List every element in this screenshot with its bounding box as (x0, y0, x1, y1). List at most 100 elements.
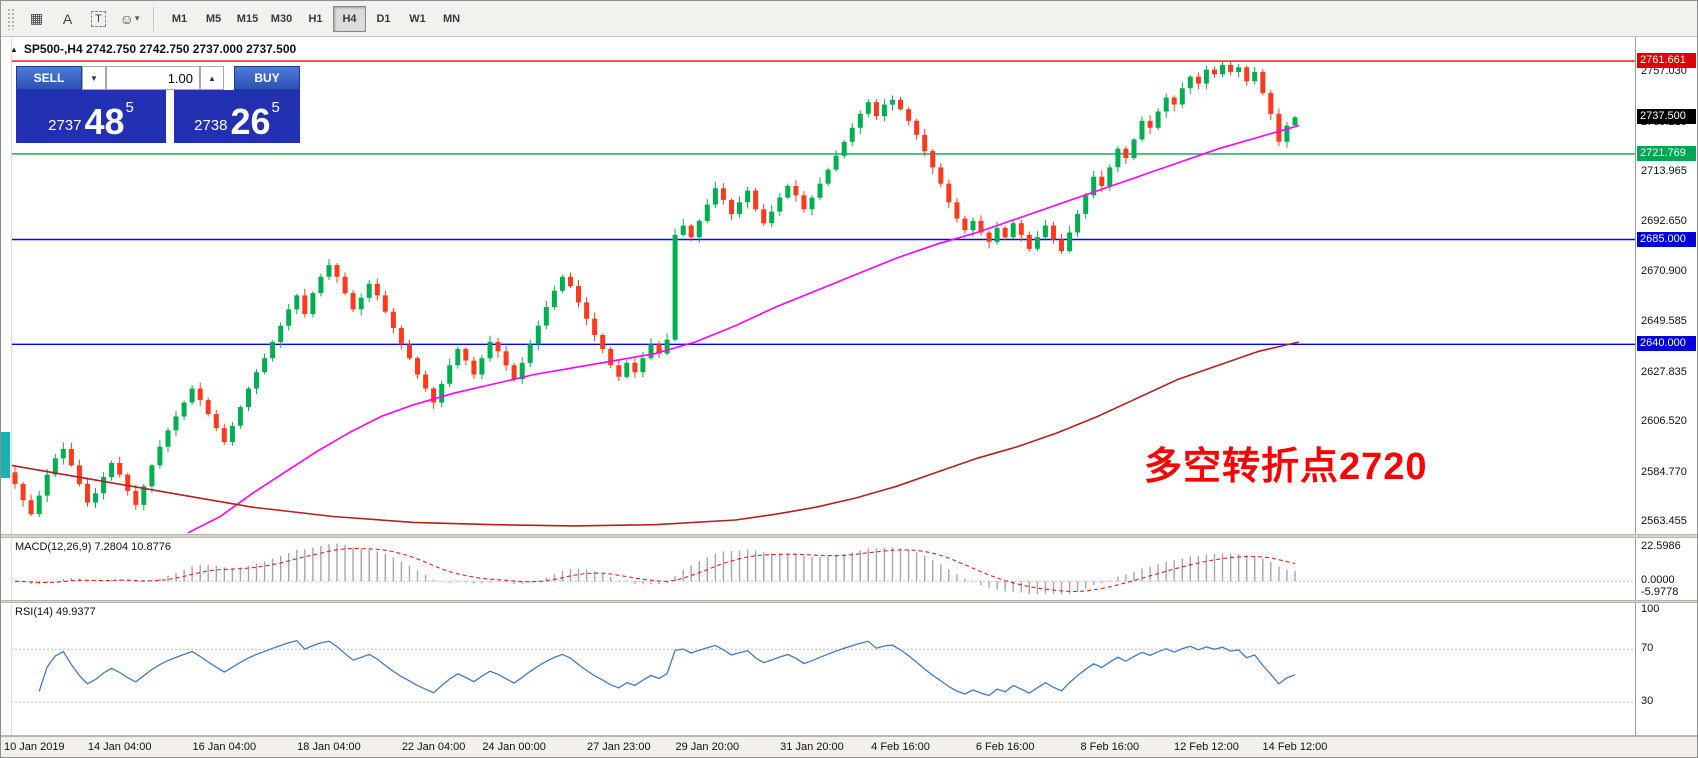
price-axis-label: 2692.650 (1641, 214, 1687, 227)
macd-panel[interactable]: MACD(12,26,9) 7.2804 10.8776 22.5986 0.00… (1, 538, 1698, 600)
caret-down-icon: ▼ (90, 73, 98, 83)
text-label-tool-icon: A (62, 10, 73, 27)
price-axis-label: 2563.455 (1641, 515, 1687, 528)
lot-size-input[interactable] (106, 66, 200, 90)
price-axis-separator (1635, 37, 1636, 757)
panel-splitter[interactable] (1, 600, 1697, 603)
main-chart-panel[interactable]: ▲ SP500-,H4 2742.750 2742.750 2737.000 2… (1, 37, 1698, 534)
price-axis-label: 2713.965 (1641, 165, 1687, 178)
caret-up-icon: ▲ (208, 73, 216, 83)
text-box-tool[interactable]: T (84, 5, 113, 33)
price-level-badge[interactable]: 2640.000 (1637, 336, 1696, 352)
chart-title-text: SP500-,H4 2742.750 2742.750 2737.000 273… (23, 42, 297, 56)
rsi-line (38, 639, 1296, 697)
time-axis-label: 31 Jan 20:00 (780, 741, 844, 753)
time-axis-label: 18 Jan 04:00 (297, 741, 361, 753)
drawing-tools-group: ▦ A T ☺ ▾ (22, 5, 144, 33)
price-level-badge[interactable]: 2685.000 (1637, 231, 1696, 247)
buy-price-big: 26 (230, 101, 271, 143)
rsi-axis-label: 30 (1641, 695, 1654, 707)
sell-price-prefix: 2737 (48, 117, 82, 134)
trade-widget-spacer (224, 66, 234, 90)
caret-down-icon: ▾ (134, 13, 140, 23)
rsi-axis-label: 70 (1641, 642, 1654, 655)
chart-title: ▲ SP500-,H4 2742.750 2742.750 2737.000 2… (10, 42, 296, 56)
time-axis-label: 27 Jan 23:00 (586, 741, 651, 753)
macd-axis-label: 22.5986 (1641, 540, 1681, 552)
title-marker-icon: ▲ (10, 44, 18, 54)
sell-price-sup: 5 (125, 99, 134, 116)
time-axis-label: 14 Jan 04:00 (87, 741, 152, 753)
lot-increase-button[interactable]: ▲ (200, 66, 224, 90)
left-gutter (1, 37, 12, 737)
rsi-chart[interactable] (1, 603, 1698, 735)
sell-price-big: 48 (84, 101, 125, 143)
time-axis-label: 16 Jan 04:00 (192, 741, 257, 753)
timeframe-button-d1[interactable]: D1 (376, 12, 391, 25)
macd-signal-line (14, 547, 1296, 593)
price-axis-label: 2606.520 (1641, 415, 1687, 428)
rsi-label: RSI(14) 49.9377 (15, 606, 96, 618)
timeframe-button-h4[interactable]: H4 (333, 5, 366, 32)
one-click-trading-widget: SELL ▼ ▲ BUY 2737 48 5 (16, 66, 300, 143)
buy-price-panel[interactable]: 2738 26 5 (174, 90, 300, 143)
panel-splitter[interactable] (1, 534, 1697, 538)
timeframe-button-h1[interactable]: H1 (308, 12, 323, 25)
time-axis-label: 4 Feb 16:00 (871, 741, 930, 753)
time-axis-label: 24 Jan 00:00 (482, 741, 546, 753)
timeframe-button-m30[interactable]: M30 (270, 12, 293, 25)
time-axis-label: 29 Jan 20:00 (675, 741, 740, 753)
price-level-badge[interactable]: 2721.769 (1637, 145, 1696, 161)
timeframe-group: M1 M5 M15 M30 H1 H4 D1 W1 MN (163, 5, 468, 32)
time-axis-label: 8 Feb 16:00 (1080, 741, 1140, 753)
timeframe-button-mn[interactable]: MN (442, 12, 461, 25)
grid-tool-icon: ▦ (29, 10, 44, 26)
text-box-tool-icon: T (91, 10, 106, 27)
macd-axis-label: 0.0000 (1641, 574, 1675, 587)
macd-chart[interactable] (1, 538, 1698, 600)
time-axis-label: 14 Feb 12:00 (1262, 741, 1328, 753)
sell-button[interactable]: SELL (16, 66, 82, 90)
rsi-panel[interactable]: RSI(14) 49.9377 100 70 30 (1, 603, 1698, 735)
lot-dropdown-button[interactable]: ▼ (82, 66, 106, 90)
toolbar-grip[interactable] (7, 7, 15, 30)
buy-button[interactable]: BUY (234, 66, 300, 90)
arrows-tool-dropdown-icon: ☺ (119, 10, 134, 27)
ma-fast-line (187, 124, 1300, 534)
grid-tool[interactable]: ▦ (22, 5, 51, 33)
panel-splitter[interactable] (1, 735, 1697, 737)
ma-slow-line (10, 341, 1300, 527)
price-axis-label: 2649.585 (1641, 314, 1687, 327)
price-level-badge[interactable]: 2761.661 (1637, 53, 1696, 69)
macd-histogram (22, 543, 1296, 595)
arrows-tool-dropdown[interactable]: ☺ ▾ (115, 5, 144, 33)
docked-panel-mark (1, 432, 10, 478)
level-lines[interactable] (11, 60, 1635, 345)
timeframe-button-m5[interactable]: M5 (205, 12, 222, 25)
buy-price-sup: 5 (271, 99, 280, 116)
timeframe-button-w1[interactable]: W1 (409, 12, 426, 25)
candlestick-chart[interactable] (1, 37, 1698, 534)
text-label-tool[interactable]: A (53, 5, 82, 33)
macd-axis-label: -5.9778 (1641, 586, 1679, 598)
rsi-axis-label: 100 (1641, 603, 1660, 615)
toolbar-separator (153, 6, 154, 31)
time-axis[interactable]: 10 Jan 2019 14 Jan 04:00 16 Jan 04:00 18 Ja… (1, 737, 1697, 757)
chart-annotation[interactable]: 多空转折点2720 (1144, 446, 1428, 488)
time-axis-label: 6 Feb 16:00 (975, 741, 1035, 753)
sell-price-panel[interactable]: 2737 48 5 (16, 90, 166, 143)
time-axis-label: 22 Jan 04:00 (401, 741, 466, 753)
buy-price-prefix: 2738 (194, 117, 228, 134)
macd-label: MACD(12,26,9) 7.2804 10.8776 (15, 541, 171, 553)
time-axis-label: 10 Jan 2019 (4, 741, 65, 753)
current-price-badge: 2737.500 (1637, 109, 1696, 125)
timeframe-button-m15[interactable]: M15 (236, 12, 259, 25)
price-axis-label: 2584.770 (1641, 465, 1687, 478)
price-axis-label: 2670.900 (1641, 265, 1687, 278)
price-axis-label: 2627.835 (1641, 365, 1687, 378)
timeframe-button-m1[interactable]: M1 (171, 12, 188, 25)
toolbar: ▦ A T ☺ ▾ M1 M5 M15 M30 H1 H4 D1 W1 MN (1, 1, 1697, 37)
time-axis-label: 12 Feb 12:00 (1174, 741, 1239, 753)
candles (12, 61, 1298, 517)
